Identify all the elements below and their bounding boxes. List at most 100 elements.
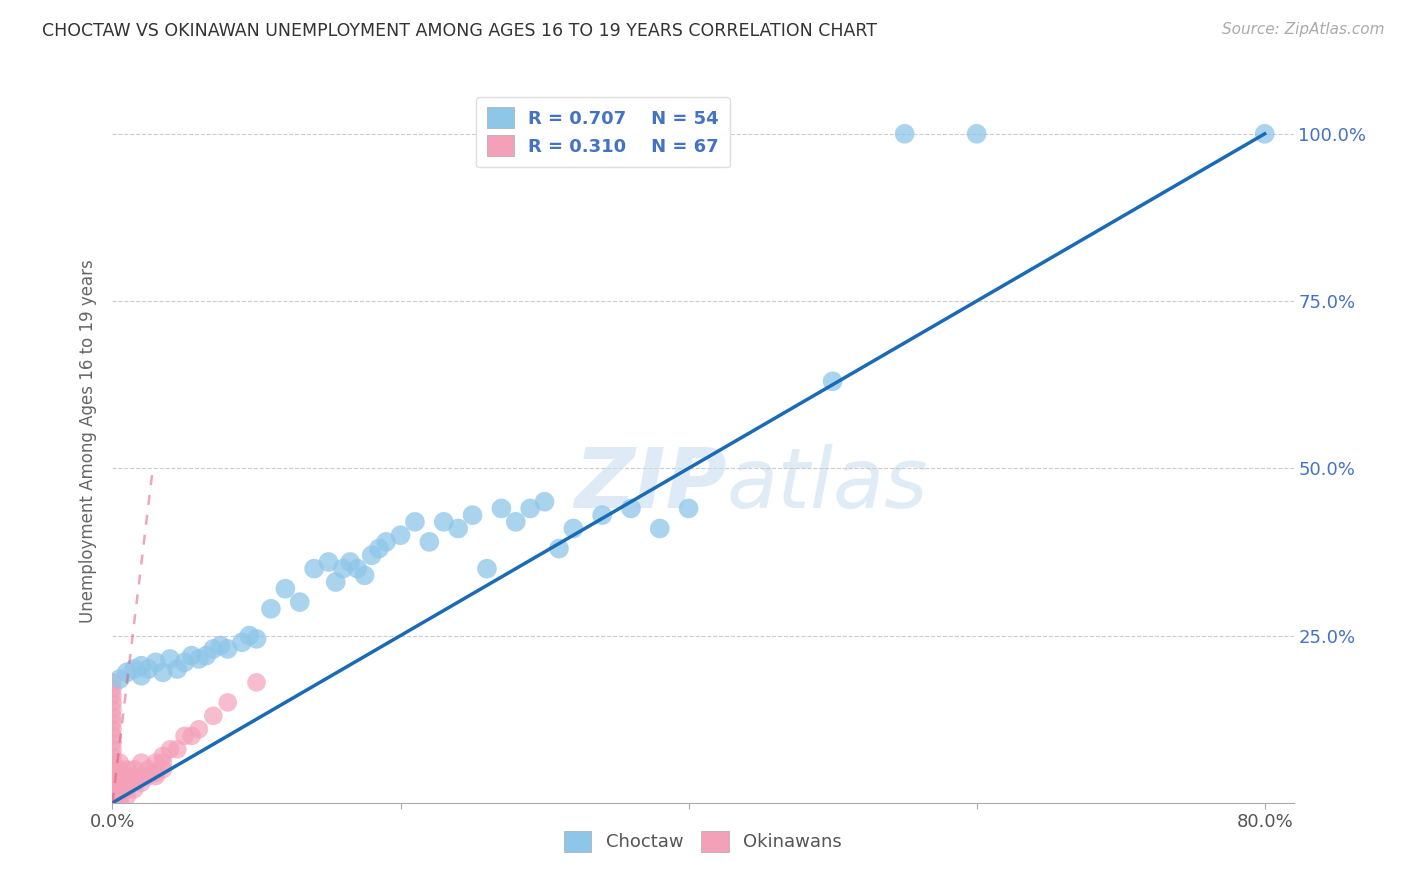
Point: [648, 521, 671, 535]
Point: [101, 792, 124, 806]
Point: [966, 127, 988, 141]
Point: [260, 602, 283, 616]
Point: [389, 528, 412, 542]
Point: [101, 675, 124, 690]
Point: [368, 541, 391, 556]
Text: Source: ZipAtlas.com: Source: ZipAtlas.com: [1222, 22, 1385, 37]
Point: [101, 786, 124, 800]
Point: [152, 756, 174, 770]
Point: [533, 494, 555, 508]
Point: [447, 521, 470, 535]
Point: [115, 782, 138, 797]
Point: [678, 501, 700, 516]
Point: [159, 652, 181, 666]
Point: [101, 792, 124, 806]
Point: [101, 789, 124, 804]
Point: [101, 723, 124, 737]
Point: [591, 508, 613, 523]
Point: [122, 769, 145, 783]
Point: [145, 756, 167, 770]
Point: [245, 675, 267, 690]
Point: [101, 782, 124, 797]
Point: [108, 779, 131, 793]
Point: [202, 642, 225, 657]
Point: [101, 715, 124, 730]
Point: [217, 696, 239, 710]
Point: [108, 769, 131, 783]
Point: [138, 762, 160, 776]
Point: [101, 735, 124, 749]
Point: [1254, 127, 1277, 141]
Point: [375, 534, 398, 549]
Point: [231, 635, 253, 649]
Point: [108, 672, 131, 686]
Point: [166, 742, 188, 756]
Point: [108, 786, 131, 800]
Point: [152, 749, 174, 764]
Point: [620, 501, 643, 516]
Point: [404, 515, 426, 529]
Legend: Choctaw, Okinawans: Choctaw, Okinawans: [557, 823, 849, 859]
Point: [353, 568, 375, 582]
Point: [101, 762, 124, 776]
Point: [129, 769, 152, 783]
Point: [101, 796, 124, 810]
Point: [101, 776, 124, 790]
Point: [166, 662, 188, 676]
Point: [173, 729, 195, 743]
Point: [475, 562, 498, 576]
Point: [108, 756, 131, 770]
Point: [108, 789, 131, 804]
Point: [418, 534, 440, 549]
Point: [152, 665, 174, 680]
Point: [101, 765, 124, 780]
Point: [187, 652, 209, 666]
Point: [145, 769, 167, 783]
Point: [129, 756, 152, 770]
Point: [101, 702, 124, 716]
Point: [491, 501, 513, 516]
Point: [195, 648, 218, 663]
Point: [180, 648, 202, 663]
Text: CHOCTAW VS OKINAWAN UNEMPLOYMENT AMONG AGES 16 TO 19 YEARS CORRELATION CHART: CHOCTAW VS OKINAWAN UNEMPLOYMENT AMONG A…: [42, 22, 877, 40]
Point: [245, 632, 267, 646]
Point: [129, 658, 152, 673]
Point: [115, 665, 138, 680]
Point: [129, 669, 152, 683]
Point: [332, 562, 354, 576]
Point: [101, 696, 124, 710]
Point: [505, 515, 527, 529]
Point: [318, 555, 340, 569]
Point: [209, 639, 232, 653]
Point: [152, 762, 174, 776]
Point: [101, 749, 124, 764]
Point: [360, 548, 382, 563]
Point: [217, 642, 239, 657]
Point: [180, 729, 202, 743]
Point: [238, 628, 260, 642]
Point: [115, 776, 138, 790]
Point: [101, 729, 124, 743]
Point: [122, 662, 145, 676]
Point: [461, 508, 484, 523]
Point: [274, 582, 297, 596]
Point: [101, 681, 124, 696]
Text: ZIP: ZIP: [574, 444, 727, 525]
Point: [101, 759, 124, 773]
Point: [101, 772, 124, 787]
Point: [519, 501, 541, 516]
Point: [159, 742, 181, 756]
Point: [173, 655, 195, 669]
Point: [562, 521, 585, 535]
Point: [145, 765, 167, 780]
Point: [101, 779, 124, 793]
Text: atlas: atlas: [727, 444, 928, 525]
Point: [893, 127, 915, 141]
Point: [115, 769, 138, 783]
Y-axis label: Unemployment Among Ages 16 to 19 years: Unemployment Among Ages 16 to 19 years: [79, 260, 97, 624]
Point: [101, 796, 124, 810]
Point: [122, 762, 145, 776]
Point: [122, 782, 145, 797]
Point: [115, 789, 138, 804]
Point: [129, 776, 152, 790]
